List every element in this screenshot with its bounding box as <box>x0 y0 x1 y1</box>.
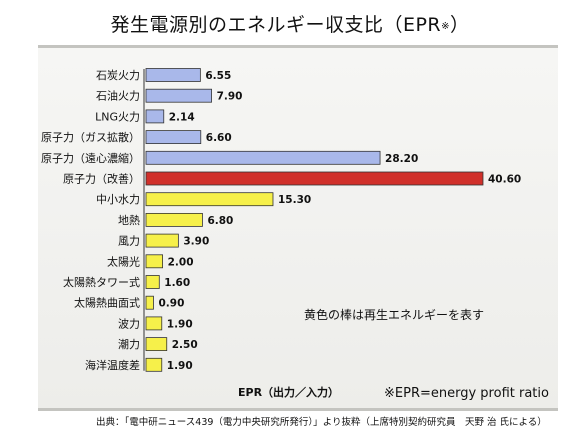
value-label: 1.90 <box>167 360 193 372</box>
value-label: 15.30 <box>278 194 311 206</box>
category-label: 原子力（改善） <box>63 172 140 186</box>
category-label: 石炭火力 <box>96 69 140 82</box>
value-label: 2.14 <box>169 111 195 123</box>
bar-fossil <box>145 68 201 82</box>
category-label: 地熱 <box>118 214 140 227</box>
bar-nuclear <box>145 150 381 165</box>
category-label: 太陽熱タワー式 <box>63 276 140 289</box>
value-label: 1.90 <box>167 318 193 330</box>
category-label: 石油火力 <box>96 89 140 103</box>
category-label: 太陽光 <box>107 254 140 268</box>
category-label: LNG火力 <box>95 110 140 123</box>
source-citation: 出典：「電中研ニュース439（電力中央研究所発行）」より抜粋（上席特別契約研究員… <box>96 417 547 428</box>
value-label: 2.00 <box>168 256 194 268</box>
bar-renewable <box>145 275 160 289</box>
x-axis-label: EPR（出力／入力） <box>238 385 339 399</box>
bar-renewable <box>145 357 163 372</box>
value-label: 6.60 <box>206 132 232 144</box>
bar-fossil <box>145 88 212 103</box>
category-label: 波力 <box>118 317 140 330</box>
bar-renewable <box>145 233 179 248</box>
category-label: 風力 <box>118 235 140 248</box>
value-label: 1.60 <box>164 277 190 289</box>
bar-highlight <box>145 171 484 186</box>
bar-renewable <box>145 212 203 227</box>
category-label: 太陽熱曲面式 <box>74 297 140 310</box>
bar-renewable <box>145 316 163 331</box>
bar-renewable <box>145 254 164 269</box>
bar-renewable <box>145 192 274 207</box>
category-label: 潮力 <box>118 337 140 351</box>
chart-panel: 石炭火力石油火力 LNG火力原子力（ガス拡散） 原子力（遠心濃縮） 原子力（改善） 中小… <box>38 45 558 411</box>
value-label: 6.80 <box>207 215 233 227</box>
value-label: 28.20 <box>385 153 418 165</box>
value-label: 3.90 <box>183 236 209 248</box>
category-label: 原子力（遠心濃縮） <box>41 151 140 165</box>
chart-title: 発生電源別のエネルギー収支比（EPR※） <box>110 14 470 36</box>
category-label: 中小水力 <box>96 193 140 206</box>
category-label: 原子力（ガス拡散） <box>41 130 140 144</box>
bar-renewable <box>145 295 154 310</box>
value-label: 6.55 <box>205 70 231 82</box>
value-label: 40.60 <box>488 174 521 186</box>
value-label: 2.50 <box>172 339 198 351</box>
bar-fossil <box>145 109 165 124</box>
value-label: 7.90 <box>217 91 243 103</box>
value-label: 0.90 <box>158 298 184 310</box>
bar-renewable <box>145 337 168 352</box>
bar-nuclear <box>145 130 202 144</box>
chart-annotation: 黄色の棒は再生エネルギーを表す <box>304 308 484 322</box>
title-note-mark: ※ <box>441 21 451 32</box>
epr-footnote: ※EPR=energy profit ratio <box>384 386 549 401</box>
category-label: 海洋温度差 <box>85 358 140 372</box>
